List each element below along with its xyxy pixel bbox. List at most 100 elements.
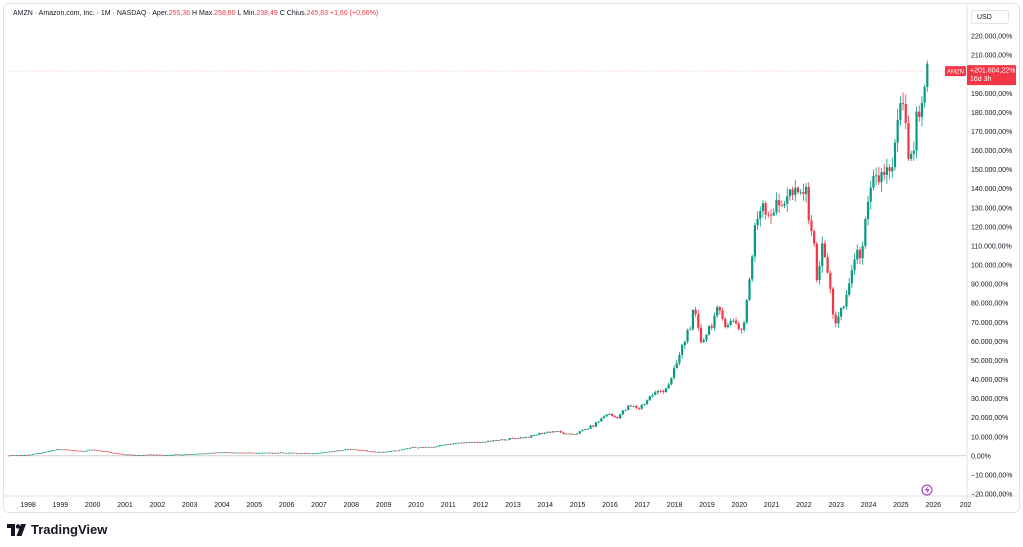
candle-body (341, 450, 344, 452)
candle-body (856, 249, 859, 260)
candle-body (201, 453, 204, 455)
candle-body (171, 454, 175, 456)
candle-body (317, 453, 320, 454)
candle-body (729, 320, 732, 326)
candle-body (117, 453, 121, 455)
candle-body (282, 452, 285, 454)
candle-body (910, 153, 913, 159)
lightning-icon (925, 486, 930, 494)
candle-body (891, 167, 894, 172)
candle-body (109, 451, 113, 453)
candle-body (244, 452, 247, 454)
candle-body (831, 288, 835, 315)
y-tick-label: 0,00% (971, 453, 991, 460)
candle-body (813, 231, 816, 244)
candle-body (177, 454, 180, 456)
candle-body (179, 454, 183, 456)
candle-body (18, 455, 21, 456)
x-tick-label: 2016 (602, 502, 618, 509)
currency-selector[interactable]: USD (971, 10, 1009, 24)
candle-body (716, 307, 719, 316)
candle-body (508, 438, 511, 440)
candle-body (454, 443, 457, 444)
candle-body (61, 449, 64, 451)
candle-body (233, 452, 237, 454)
candle-body (918, 111, 921, 117)
candle-body (713, 315, 716, 328)
candle-body (268, 452, 272, 454)
event-marker-icon[interactable] (921, 484, 933, 496)
tradingview-logo[interactable]: TradingView (7, 522, 107, 537)
candle-body (837, 316, 840, 324)
candle-body (648, 396, 651, 401)
candle-body (433, 446, 436, 448)
candle-body (427, 446, 430, 448)
y-tick-label: 120.000,00% (971, 224, 1012, 231)
candle-body (845, 294, 848, 307)
tradingview-icon (7, 523, 26, 536)
candle-body (818, 266, 821, 281)
candle-body (406, 448, 409, 450)
candle-body (861, 245, 864, 259)
candle-body (745, 299, 748, 323)
candle-body (435, 446, 439, 448)
y-tick-label: 10.000,00% (971, 434, 1008, 441)
candle-body (578, 431, 581, 434)
candle-body (670, 377, 673, 385)
candle-body (136, 455, 140, 456)
x-tick-label: 2015 (570, 502, 586, 509)
candle-body (131, 454, 134, 456)
candle-body (325, 452, 328, 453)
candle-body (689, 329, 692, 331)
candle-body (672, 368, 676, 378)
candle-body (664, 388, 668, 393)
legend-open-label: Aper. (152, 10, 169, 17)
candle-body (473, 442, 476, 443)
x-tick-label: 2022 (796, 502, 812, 509)
candle-body (740, 329, 743, 330)
candle-body (769, 214, 773, 216)
candle-body (395, 450, 398, 452)
x-tick-label: 2013 (505, 502, 521, 509)
candle-body (524, 436, 527, 438)
candle-body (7, 455, 10, 457)
candle-body (540, 433, 544, 434)
candle-body (80, 450, 83, 452)
candle-body (66, 449, 69, 451)
legend-high-label2: Max. (199, 10, 215, 17)
candle-body (295, 453, 298, 454)
candle-body (115, 453, 118, 454)
candle-body (686, 330, 689, 342)
x-tick-label: 202 (960, 502, 972, 509)
candle-body (495, 440, 498, 442)
legend-close-label2: Chius. (286, 10, 307, 17)
candle-body (484, 441, 487, 443)
candle-body (489, 440, 492, 442)
x-tick-label: 2014 (537, 502, 553, 509)
ticker-badge (945, 66, 966, 77)
candle-body (414, 446, 417, 448)
candle-body (220, 452, 223, 454)
candle-body (823, 243, 827, 258)
x-tick-label: 2020 (731, 502, 747, 509)
legend-open: 255,36 (168, 10, 191, 17)
x-tick-label: 1998 (20, 502, 36, 509)
y-tick-label: 170.000,00% (971, 129, 1012, 136)
candle-body (47, 451, 51, 453)
candle-body (314, 453, 317, 454)
candle-body (400, 449, 404, 451)
candle-body (338, 450, 342, 452)
candle-body (31, 454, 34, 455)
candle-body (209, 452, 212, 454)
candle-body (705, 334, 708, 340)
candle-body (659, 390, 662, 392)
y-tick-label: 110.000,00% (971, 243, 1012, 250)
candle-body (681, 345, 684, 355)
candle-body (69, 449, 72, 451)
candle-body (303, 453, 307, 454)
x-tick-label: 2012 (473, 502, 489, 509)
candle-body (457, 442, 460, 444)
y-tick-label: 220.000,00% (971, 34, 1012, 41)
candle-body (605, 414, 608, 417)
